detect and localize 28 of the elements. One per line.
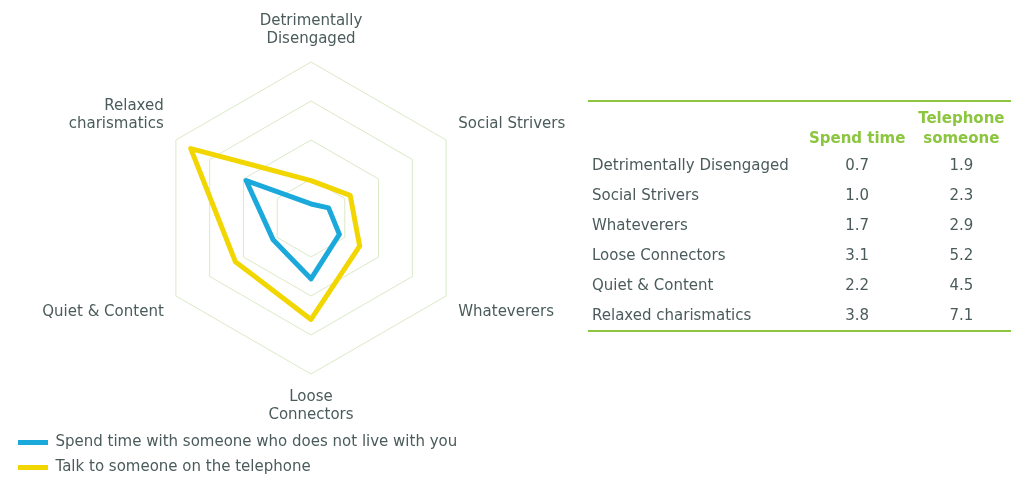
spoke-label: Loose Connectors	[268, 386, 354, 423]
data-label: 3.1	[844, 245, 871, 266]
data-label: 3.8	[844, 305, 871, 326]
data-label: 5.2	[948, 245, 975, 266]
legend-label: Spend time	[807, 128, 907, 149]
data-label: 4.5	[948, 275, 975, 296]
data-label: 7.1	[948, 305, 975, 326]
data-label: 2.2	[844, 275, 871, 296]
category-label: Social Strivers	[591, 185, 701, 206]
data-label: 1.9	[948, 155, 975, 176]
category-label: Quiet & Content	[591, 275, 715, 296]
spoke-label: Social Strivers	[458, 113, 566, 132]
category-label: Loose Connectors	[591, 245, 727, 266]
legend-label: Talk to someone on the telephone	[54, 457, 311, 476]
legend-label: Spend time with someone who does not live with you	[55, 432, 458, 451]
data-label: 1.7	[844, 215, 871, 236]
data-label: 0.7	[844, 155, 871, 176]
data-label: 1.0	[844, 185, 871, 206]
legend-label: Telephone someone	[917, 108, 1006, 149]
spoke-label: Relaxed charismatics	[68, 95, 164, 132]
spoke-label: Quiet & Content	[42, 301, 164, 320]
category-label: Whateverers	[591, 215, 689, 236]
spoke-label: Detrimentally Disengaged	[259, 10, 363, 47]
data-label: 2.3	[948, 185, 975, 206]
category-label: Relaxed charismatics	[591, 305, 753, 326]
data-label: 2.9	[948, 215, 975, 236]
spoke-label: Whateverers	[458, 301, 555, 320]
category-label: Detrimentally Disengaged	[591, 155, 790, 176]
